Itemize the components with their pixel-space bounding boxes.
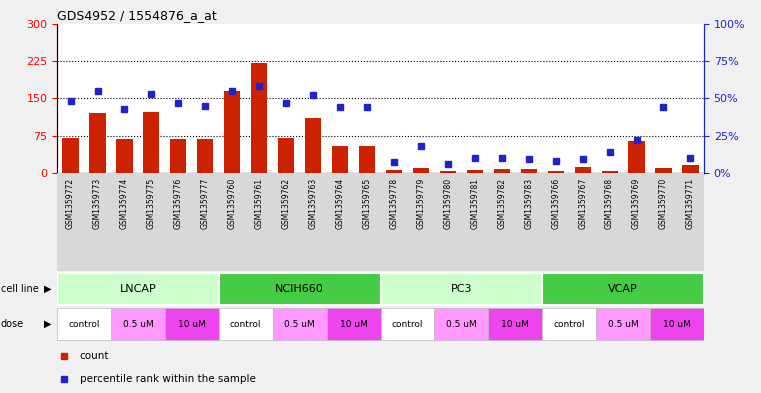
Text: GSM1359781: GSM1359781	[470, 178, 479, 229]
Text: GDS4952 / 1554876_a_at: GDS4952 / 1554876_a_at	[57, 9, 217, 22]
Text: GSM1359764: GSM1359764	[336, 178, 345, 229]
Bar	[197, 139, 213, 173]
Bar	[57, 273, 219, 305]
Text: 0.5 uM: 0.5 uM	[446, 320, 476, 329]
Bar	[272, 308, 326, 340]
Bar	[332, 145, 348, 173]
Bar	[521, 169, 537, 173]
Text: GSM1359765: GSM1359765	[362, 178, 371, 229]
Text: GSM1359772: GSM1359772	[66, 178, 75, 229]
Bar	[219, 273, 380, 305]
Text: GSM1359779: GSM1359779	[416, 178, 425, 229]
Text: GSM1359767: GSM1359767	[578, 178, 587, 229]
Bar	[655, 168, 672, 173]
Bar	[548, 171, 564, 173]
Bar	[90, 113, 106, 173]
Bar	[251, 63, 267, 173]
Text: GSM1359769: GSM1359769	[632, 178, 641, 229]
Text: 0.5 uM: 0.5 uM	[608, 320, 638, 329]
Bar	[596, 308, 650, 340]
Bar	[440, 171, 456, 173]
Bar	[489, 308, 542, 340]
Bar	[326, 308, 380, 340]
Text: percentile rank within the sample: percentile rank within the sample	[80, 374, 256, 384]
Bar	[629, 141, 645, 173]
Text: GSM1359782: GSM1359782	[497, 178, 506, 229]
Text: GSM1359773: GSM1359773	[93, 178, 102, 229]
Text: PC3: PC3	[451, 284, 472, 294]
Text: GSM1359760: GSM1359760	[228, 178, 237, 229]
Bar	[165, 308, 219, 340]
Bar	[111, 308, 165, 340]
Text: GSM1359761: GSM1359761	[255, 178, 264, 229]
Text: control: control	[392, 320, 423, 329]
Text: LNCAP: LNCAP	[119, 284, 156, 294]
Text: GSM1359777: GSM1359777	[201, 178, 210, 229]
Text: ▶: ▶	[44, 284, 52, 294]
Text: GSM1359763: GSM1359763	[309, 178, 317, 229]
Text: cell line: cell line	[1, 284, 39, 294]
Text: GSM1359776: GSM1359776	[174, 178, 183, 229]
Bar	[359, 145, 375, 173]
Text: 10 uM: 10 uM	[339, 320, 368, 329]
Bar	[116, 139, 132, 173]
Text: VCAP: VCAP	[608, 284, 638, 294]
Text: ▶: ▶	[44, 319, 52, 329]
Text: 10 uM: 10 uM	[501, 320, 529, 329]
Bar	[219, 308, 272, 340]
Bar	[278, 138, 295, 173]
Bar	[412, 168, 429, 173]
Text: 0.5 uM: 0.5 uM	[123, 320, 153, 329]
Bar	[466, 171, 483, 173]
Text: control: control	[553, 320, 585, 329]
Bar	[494, 169, 510, 173]
Bar	[380, 273, 542, 305]
Bar	[57, 308, 111, 340]
Bar	[575, 167, 591, 173]
Text: GSM1359770: GSM1359770	[659, 178, 668, 229]
Text: control: control	[68, 320, 100, 329]
Text: GSM1359762: GSM1359762	[282, 178, 291, 229]
Text: GSM1359775: GSM1359775	[147, 178, 156, 229]
Bar	[543, 273, 704, 305]
Bar	[143, 112, 160, 173]
Text: control: control	[230, 320, 262, 329]
Text: GSM1359780: GSM1359780	[444, 178, 452, 229]
Bar	[543, 308, 596, 340]
Text: count: count	[80, 351, 110, 361]
Text: GSM1359778: GSM1359778	[390, 178, 399, 229]
Text: 10 uM: 10 uM	[663, 320, 691, 329]
Text: NCIH660: NCIH660	[275, 284, 324, 294]
Text: GSM1359768: GSM1359768	[605, 178, 614, 229]
Text: 0.5 uM: 0.5 uM	[285, 320, 315, 329]
Bar	[601, 171, 618, 173]
Bar	[380, 308, 435, 340]
Text: GSM1359766: GSM1359766	[551, 178, 560, 229]
Bar	[650, 308, 704, 340]
Text: GSM1359774: GSM1359774	[120, 178, 129, 229]
Bar	[62, 138, 78, 173]
Bar	[386, 171, 402, 173]
Bar	[170, 139, 186, 173]
Text: GSM1359771: GSM1359771	[686, 178, 695, 229]
Text: GSM1359783: GSM1359783	[524, 178, 533, 229]
Text: 10 uM: 10 uM	[178, 320, 205, 329]
Bar	[224, 91, 240, 173]
Bar	[683, 165, 699, 173]
Text: dose: dose	[1, 319, 24, 329]
Bar	[305, 118, 321, 173]
Bar	[435, 308, 489, 340]
